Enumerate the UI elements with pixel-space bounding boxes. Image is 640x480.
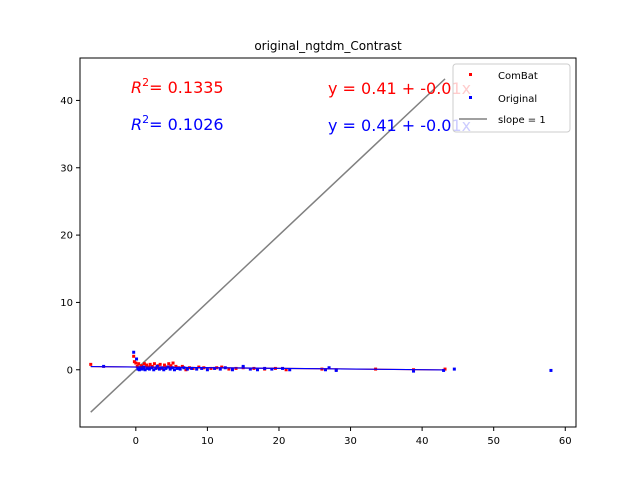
- original-r2-symbol: R: [131, 115, 142, 134]
- original-point: [230, 368, 234, 372]
- combat-point: [140, 364, 144, 368]
- original-point: [162, 368, 166, 372]
- original-point: [175, 366, 179, 370]
- legend-combat-label: ComBat: [498, 71, 538, 82]
- original-point: [256, 368, 260, 372]
- original-point: [200, 366, 204, 370]
- x-tick-label: 30: [344, 436, 357, 447]
- combat-point: [89, 362, 93, 366]
- original-point: [135, 357, 139, 361]
- y-tick-label: 30: [60, 163, 73, 174]
- original-r2-superscript: 2: [142, 113, 149, 126]
- combat-r2-symbol: R: [131, 78, 142, 97]
- x-tick-label: 60: [559, 436, 572, 447]
- combat-point: [169, 364, 173, 368]
- y-tick-label: 20: [60, 231, 73, 242]
- legend: ComBat Original slope = 1: [452, 63, 571, 133]
- original-point: [152, 368, 156, 372]
- original-r2-annotation: R2= 0.1026: [131, 113, 224, 134]
- combat-equation: y = 0.41 + -0.01x: [328, 79, 471, 98]
- combat-r2-value: = 0.1335: [149, 78, 223, 97]
- original-point: [323, 368, 327, 372]
- x-tick-label: 40: [416, 436, 429, 447]
- combat-point: [135, 364, 139, 368]
- original-point: [172, 368, 176, 372]
- legend-combat-marker: [469, 73, 472, 76]
- legend-slope-label: slope = 1: [498, 115, 546, 126]
- axes-frame: [79, 57, 577, 428]
- original-point: [549, 368, 553, 372]
- legend-original-label: Original: [498, 94, 537, 105]
- identity-line: [90, 78, 446, 413]
- legend-frame: [452, 63, 571, 133]
- original-point: [147, 367, 151, 371]
- x-tick-label: 50: [487, 436, 500, 447]
- y-tick-label: 0: [67, 365, 73, 376]
- x-tick-label: 10: [201, 436, 214, 447]
- combat-point: [227, 367, 231, 371]
- legend-original-marker: [469, 96, 472, 99]
- original-point: [334, 368, 338, 372]
- combat-point: [284, 368, 288, 372]
- original-point: [195, 367, 199, 371]
- original-point: [205, 368, 209, 372]
- plot-area: [89, 78, 553, 413]
- original-point: [190, 366, 194, 370]
- original-point: [168, 367, 172, 371]
- y-axis: 0 10 20 30 40: [60, 96, 80, 376]
- original-point: [288, 368, 292, 372]
- original-point: [218, 367, 222, 371]
- original-point: [178, 367, 182, 371]
- original-r2-value: = 0.1026: [149, 115, 223, 134]
- combat-r2-annotation: R2= 0.1335: [131, 76, 224, 97]
- combat-point: [145, 363, 149, 367]
- original-point: [164, 366, 168, 370]
- combat-point: [148, 362, 152, 366]
- original-point: [241, 364, 245, 368]
- combat-point: [171, 361, 175, 365]
- combat-point: [220, 365, 224, 369]
- original-fit-line: [90, 365, 446, 371]
- x-tick-label: 0: [133, 436, 139, 447]
- original-point: [132, 350, 136, 354]
- original-point: [213, 366, 217, 370]
- combat-point: [142, 362, 146, 366]
- original-point: [143, 368, 147, 372]
- combat-point: [132, 354, 136, 358]
- combat-point: [134, 361, 138, 365]
- original-point: [452, 367, 456, 371]
- original-point: [140, 367, 144, 371]
- original-point: [157, 367, 161, 371]
- original-point: [137, 368, 141, 372]
- original-point: [155, 364, 159, 368]
- y-tick-label: 10: [60, 298, 73, 309]
- original-point: [145, 366, 149, 370]
- original-point: [154, 366, 158, 370]
- combat-point: [162, 363, 166, 367]
- combat-point: [137, 362, 141, 366]
- original-point: [412, 369, 416, 373]
- combat-point: [167, 362, 171, 366]
- combat-point: [174, 364, 178, 368]
- original-point: [185, 367, 189, 371]
- chart-title: original_ngtdm_Contrast: [254, 39, 402, 53]
- x-tick-label: 20: [273, 436, 286, 447]
- original-point: [327, 366, 331, 370]
- original-point: [248, 367, 252, 371]
- combat-point: [209, 366, 213, 370]
- original-equation: y = 0.41 + -0.01x: [328, 116, 471, 135]
- y-tick-label: 40: [60, 96, 73, 107]
- x-axis: 0 10 20 30 40 50 60: [133, 427, 572, 447]
- combat-point: [158, 362, 162, 366]
- original-point: [270, 367, 274, 371]
- combat-point: [152, 362, 156, 366]
- combat-r2-superscript: 2: [142, 76, 149, 89]
